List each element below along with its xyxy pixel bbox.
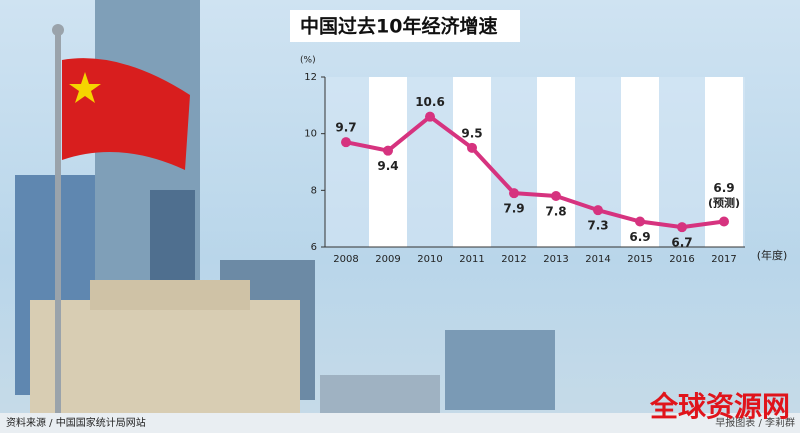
x-unit: (年度) (757, 248, 788, 262)
source: 资料来源 / 中国国家统计局网站 (6, 416, 146, 429)
marker (467, 142, 477, 153)
data-label: 9.5 (461, 126, 482, 140)
x-tick-label: 2011 (459, 254, 484, 265)
x-tick-label: 2012 (501, 254, 526, 265)
data-label: 7.8 (545, 205, 566, 219)
data-label: 6.7 (671, 236, 692, 250)
y-tick-label: 12 (304, 72, 317, 83)
marker (593, 205, 603, 216)
y-unit: (%) (300, 56, 316, 66)
marker (551, 191, 561, 201)
forecast-note: (预测) (708, 196, 740, 210)
credit: 早报图表 / 李莉群 (715, 416, 795, 429)
data-label: 7.3 (587, 219, 608, 233)
y-tick-label: 10 (304, 129, 317, 140)
data-label: 9.4 (377, 159, 398, 173)
x-tick-label: 2009 (375, 254, 400, 265)
y-tick-label: 6 (311, 242, 317, 253)
column-band (537, 77, 575, 247)
x-tick-label: 2010 (417, 254, 442, 265)
data-label: 10.6 (415, 95, 445, 109)
x-tick-label: 2016 (669, 254, 694, 265)
marker (677, 222, 687, 233)
data-label: 9.7 (335, 121, 356, 135)
marker (341, 137, 351, 148)
watermark: 全球资源网 (649, 390, 790, 423)
marker (509, 188, 519, 199)
marker (719, 216, 729, 227)
data-label: 6.9 (629, 230, 650, 244)
chart-title: 中国过去10年经济增速 (300, 15, 497, 38)
x-tick-label: 2008 (333, 254, 358, 265)
marker (425, 111, 435, 122)
data-label: 7.9 (503, 202, 524, 216)
marker (635, 216, 645, 227)
column-band (369, 77, 407, 247)
y-tick-label: 8 (311, 185, 317, 196)
line (345, 114, 725, 230)
x-tick-label: 2017 (711, 254, 736, 265)
x-tick-label: 2014 (585, 254, 610, 265)
x-tick-label: 2013 (543, 254, 568, 265)
x-tick-label: 2015 (627, 254, 652, 265)
title-box (290, 10, 520, 42)
marker (383, 145, 393, 156)
data-label: 6.9 (713, 181, 734, 195)
